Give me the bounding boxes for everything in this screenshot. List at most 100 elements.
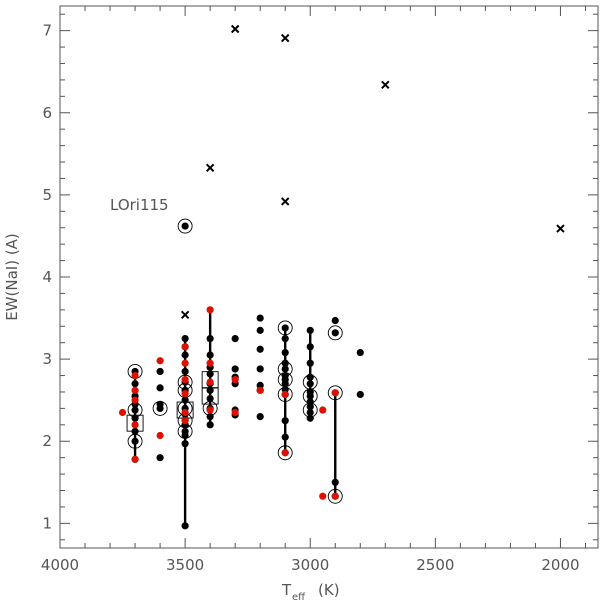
y-tick-label: 3: [42, 350, 52, 368]
black-point: [356, 348, 364, 357]
black-point: [306, 380, 314, 388]
red-point: [231, 408, 239, 417]
black-point: [281, 371, 289, 380]
black-point: [231, 334, 239, 343]
black-point: [331, 316, 339, 325]
black-point: [306, 403, 314, 411]
x-tick-label: 2000: [541, 556, 579, 574]
cross-stroke: [205, 163, 215, 172]
black-point: [256, 365, 264, 373]
y-tick-label: 1: [42, 514, 52, 532]
black-point: [281, 334, 289, 343]
black-point: [181, 522, 189, 530]
red-point: [131, 421, 139, 429]
cross-point: [281, 197, 290, 206]
annotation-label: LOri115: [110, 196, 169, 214]
black-point: [156, 400, 164, 408]
x-tick-label: 3000: [291, 556, 329, 574]
circled-point: [177, 218, 193, 234]
y-tick-label: 2: [42, 432, 52, 450]
black-point: [356, 390, 364, 399]
circled-point: [277, 445, 293, 461]
black-point: [306, 343, 314, 351]
cross-point: [556, 224, 565, 233]
black-point: [181, 334, 189, 343]
black-point: [181, 222, 189, 230]
black-point: [256, 413, 264, 421]
black-point: [131, 406, 139, 414]
black-point: [281, 433, 289, 441]
black-point: [206, 413, 214, 421]
black-point: [256, 314, 264, 322]
black-point: [306, 373, 314, 381]
red-point: [319, 492, 327, 500]
black-point: [181, 367, 189, 376]
cross-point: [381, 80, 390, 90]
red-point: [181, 376, 189, 384]
black-point: [281, 348, 289, 357]
x-axis-label-main: T: [281, 581, 292, 599]
x-tick-label: 3500: [166, 556, 204, 574]
cross-stroke: [556, 224, 565, 233]
red-point: [181, 408, 189, 417]
black-point: [331, 478, 339, 486]
red-point: [331, 389, 339, 397]
circled-point: [327, 488, 343, 504]
red-point: [206, 359, 214, 367]
y-tick-label: 4: [42, 268, 52, 286]
red-point: [156, 357, 164, 365]
cross-stroke: [281, 197, 290, 206]
red-point: [181, 417, 189, 425]
red-point: [181, 359, 189, 367]
x-tick-label: 4000: [41, 556, 79, 574]
red-point: [131, 455, 139, 463]
black-point: [256, 345, 264, 353]
black-point: [156, 384, 164, 392]
y-tick-label: 6: [42, 104, 52, 122]
black-point: [206, 386, 214, 394]
black-point: [256, 381, 264, 389]
black-point: [281, 324, 289, 332]
circled-point: [327, 325, 343, 341]
black-point: [181, 440, 189, 448]
black-point: [206, 394, 214, 403]
black-point: [281, 365, 289, 373]
black-point: [306, 326, 314, 334]
y-tick-label: 5: [42, 186, 52, 204]
red-point: [206, 406, 214, 414]
circled-point: [327, 385, 343, 401]
circled-point: [277, 320, 293, 336]
x-axis-label-unit: (K): [318, 581, 340, 599]
red-point: [156, 431, 164, 440]
black-point: [281, 417, 289, 425]
black-point: [181, 396, 189, 404]
black-point: [131, 414, 139, 422]
black-point: [206, 351, 214, 359]
black-point: [231, 365, 239, 373]
cross-stroke: [230, 24, 240, 34]
cross-stroke: [381, 80, 390, 90]
data-marks: [118, 24, 565, 530]
black-point: [206, 370, 214, 378]
black-point: [131, 437, 139, 445]
x-axis-label: T eff (K): [281, 581, 340, 603]
black-point: [181, 427, 189, 435]
cross-stroke: [281, 33, 290, 43]
y-tick-label: 7: [42, 22, 52, 40]
black-point: [306, 359, 314, 367]
black-point: [181, 351, 189, 359]
red-point: [181, 343, 189, 351]
y-axis-label: EW(NaI) (A): [3, 233, 21, 321]
red-point: [118, 408, 127, 417]
black-point: [306, 408, 314, 417]
black-point: [256, 326, 264, 334]
red-point: [206, 378, 214, 386]
red-point: [319, 406, 327, 414]
red-point: [131, 371, 139, 380]
red-point: [206, 306, 214, 314]
black-point: [306, 388, 314, 396]
black-point: [306, 398, 314, 406]
cross-point: [205, 163, 215, 172]
black-point: [156, 454, 164, 462]
